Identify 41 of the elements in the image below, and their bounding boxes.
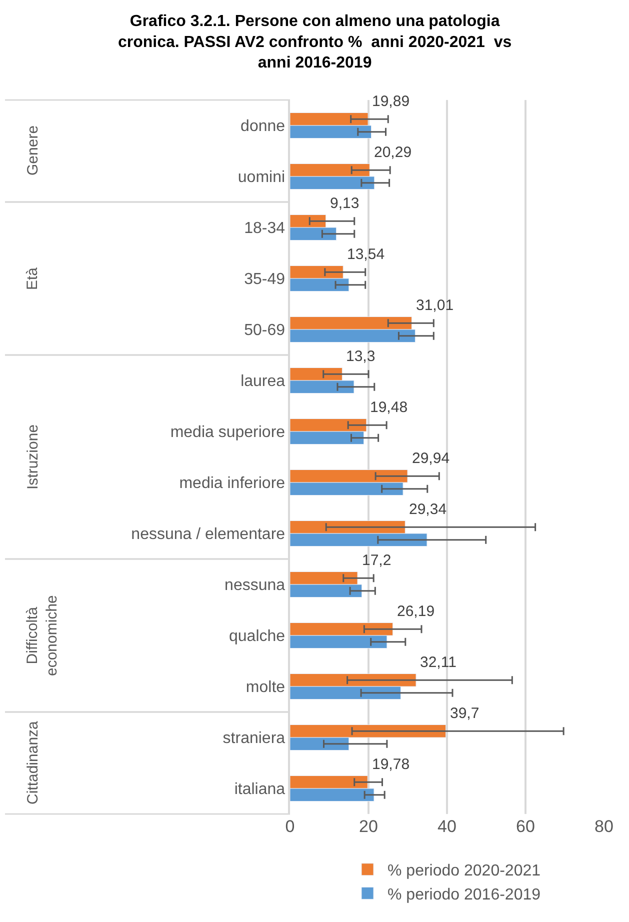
y-tick-label: uomini	[238, 169, 286, 186]
x-tick-label: 0	[285, 817, 295, 836]
y-axis-title: Difficoltà economiche	[24, 595, 60, 676]
y-axis-title: Istruzione	[24, 424, 42, 490]
data-label: 39,7	[450, 705, 480, 722]
y-axis-title: Età	[24, 266, 41, 290]
data-label: 9,13	[330, 195, 360, 212]
y-tick-label: 18-34	[244, 220, 286, 238]
data-label: 32,11	[420, 654, 456, 671]
y-axis-title: Genere	[24, 125, 42, 176]
data-label: 26,19	[397, 603, 435, 620]
data-label: 13,3	[346, 348, 376, 365]
y-tick-label: donne	[240, 118, 286, 136]
data-label: 19,48	[370, 399, 408, 416]
y-axis-title: Cittadinanza	[24, 720, 42, 804]
data-label: 17,2	[362, 552, 392, 569]
y-tick-label: nessuna	[224, 577, 286, 594]
x-tick-label: 60	[516, 817, 535, 836]
chart-title: Grafico 3.2.1. Persone con almeno una patologia cronica. PASSI AV2 confronto % anni 2020-2021 vs anni 2016-2019	[118, 13, 512, 72]
x-tick-label: 40	[438, 817, 456, 836]
legend-label: % periodo 2016-2019	[388, 886, 541, 904]
data-label: 29,34	[409, 501, 447, 518]
data-label: 20,29	[374, 144, 412, 161]
y-tick-label: media inferiore	[179, 475, 286, 492]
legend-label: % periodo 2020-2021	[388, 862, 541, 880]
x-tick-label: 20	[359, 817, 378, 836]
data-label: 13,54	[347, 246, 385, 263]
y-tick-label: qualche	[229, 628, 286, 646]
data-label: 19,89	[372, 93, 410, 110]
y-tick-label: 50-69	[244, 322, 286, 340]
y-tick-label: media superiore	[170, 424, 286, 442]
y-tick-label: 35-49	[244, 271, 286, 288]
data-label: 31,01	[416, 297, 454, 314]
data-label: 29,94	[412, 450, 450, 467]
y-tick-label: molte	[246, 679, 286, 696]
x-tick-label: 80	[594, 817, 614, 836]
data-label: 19,78	[372, 756, 410, 773]
y-tick-label: straniera	[222, 730, 286, 748]
y-tick-label: laurea	[240, 373, 286, 390]
y-tick-label: nessuna / elementare	[131, 526, 286, 544]
y-tick-label: italiana	[234, 781, 286, 798]
